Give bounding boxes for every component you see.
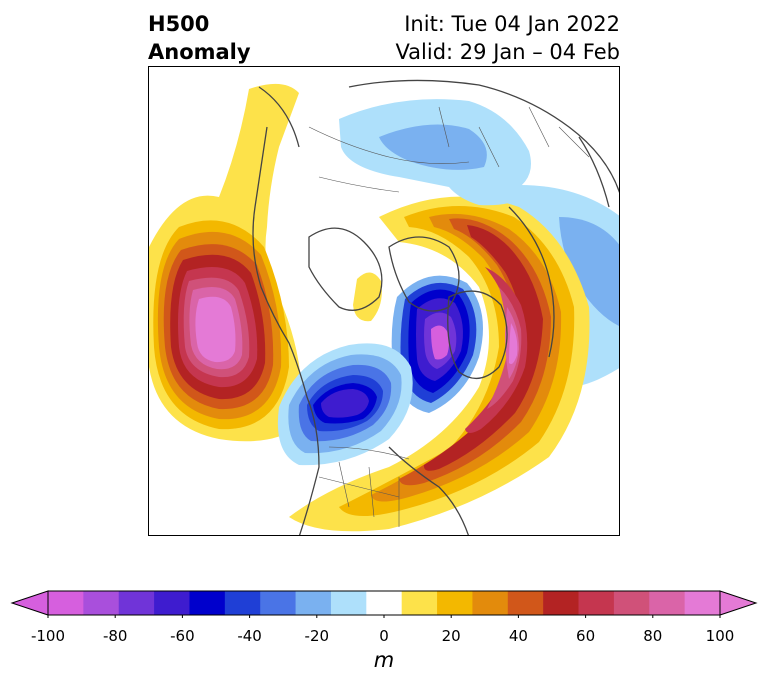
colorbar-unit-label: m: [373, 648, 395, 672]
colorbar-segment: [578, 591, 615, 615]
atlantic-negative-band: [449, 183, 529, 206]
colorbar-segment: [543, 591, 580, 615]
arctic-positive-blob: [353, 272, 382, 322]
title-field: Anomaly: [148, 40, 251, 64]
valid-date-range: Valid: 29 Jan – 04 Feb: [395, 40, 620, 64]
colorbar-tick-label: 60: [576, 627, 596, 645]
colorbar-tick-label: 40: [508, 627, 528, 645]
colorbar-segment: [330, 591, 367, 615]
colorbar-segment: [437, 591, 473, 615]
colorbar-segment: [83, 591, 120, 615]
colorbar-segment: [189, 591, 226, 615]
atlantic-ridge-anomaly: [289, 196, 590, 532]
colorbar-extend-high: [719, 590, 758, 616]
colorbar-tick-label: 80: [643, 627, 663, 645]
colorbar-tick-label: -40: [237, 627, 262, 645]
colorbar-tick-label: 0: [379, 627, 389, 645]
colorbar-segment: [684, 591, 721, 615]
colorbar-tick-label: -80: [102, 627, 128, 645]
colorbar-tick-label: 20: [441, 627, 461, 645]
colorbar-segment: [613, 591, 650, 615]
colorbar-segment: [472, 591, 509, 615]
chart-title: H500 Anomaly: [148, 10, 251, 66]
colorbar-segment: [260, 591, 297, 615]
colorbar-segment: [48, 591, 84, 615]
colorbar-extend-low: [10, 590, 49, 616]
colorbar-segment: [295, 591, 332, 615]
anomaly-map: [148, 66, 620, 536]
init-date: Init: Tue 04 Jan 2022: [404, 12, 620, 36]
canada-trough-anomaly: [277, 343, 413, 466]
coastlines: [252, 79, 619, 535]
political-boundaries: [308, 106, 590, 527]
colorbar-tick-label: 100: [705, 627, 735, 645]
colorbar-tick-label: -100: [30, 627, 66, 645]
colorbar-segment: [366, 591, 403, 615]
colorbar-tick-label: -60: [170, 627, 195, 645]
colorbar-segment: [401, 591, 438, 615]
pacific-ridge-anomaly: [149, 83, 302, 442]
colorbar-segment: [224, 591, 261, 615]
arctic-low-anomaly: [391, 275, 483, 413]
eurasia-trough-anomaly: [339, 99, 531, 197]
colorbar-segment: [154, 591, 190, 615]
colorbar: [10, 590, 758, 618]
map-canvas: [149, 79, 619, 535]
colorbar-segment: [649, 591, 686, 615]
colorbar-tick-label: -20: [304, 627, 330, 645]
colorbar-segment: [118, 591, 155, 615]
chart-dates: Init: Tue 04 Jan 2022 Valid: 29 Jan – 04…: [395, 10, 620, 66]
colorbar-segment: [507, 591, 544, 615]
title-variable: H500: [148, 12, 210, 36]
